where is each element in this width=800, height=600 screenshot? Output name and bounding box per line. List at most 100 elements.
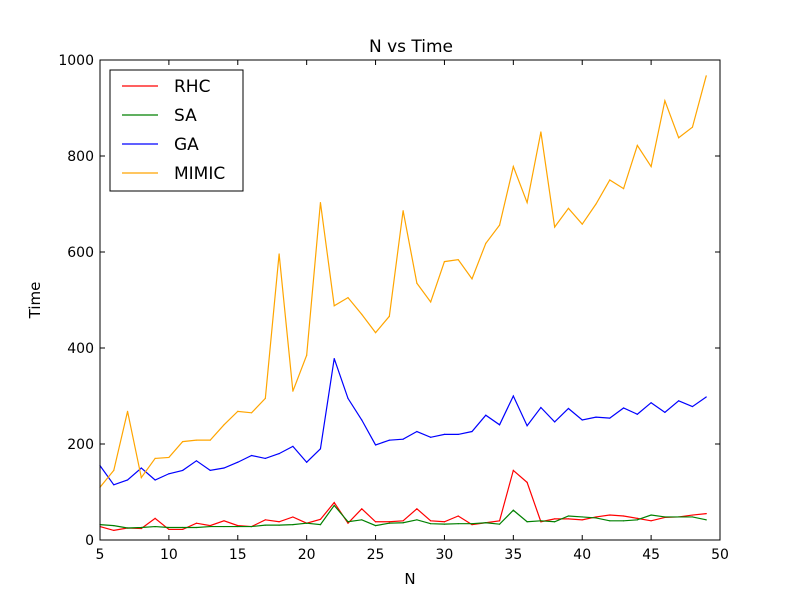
data-point-rhc <box>140 527 142 530</box>
data-point-ga <box>498 424 501 426</box>
y-tick-label: 0 <box>85 533 94 549</box>
data-point-rhc <box>374 521 377 523</box>
data-point-ga <box>567 407 570 410</box>
data-point-sa <box>609 520 611 522</box>
plot-frame <box>99 59 721 541</box>
x-tick-label: 35 <box>504 547 522 563</box>
data-point-mimic <box>361 313 363 315</box>
data-point-sa <box>402 522 404 524</box>
data-point-ga <box>292 445 294 447</box>
data-point-rhc <box>457 515 459 517</box>
data-point-ga <box>306 461 308 463</box>
data-point-ga <box>485 414 487 416</box>
data-point-mimic <box>278 253 280 255</box>
data-point-rhc <box>113 529 115 532</box>
data-point-sa <box>209 525 211 528</box>
data-point-mimic <box>540 131 542 133</box>
data-point-ga <box>526 425 528 427</box>
data-point-sa <box>292 524 294 526</box>
data-point-rhc <box>443 521 446 523</box>
y-tick-label: 800 <box>67 149 94 165</box>
data-point-mimic <box>195 439 198 441</box>
data-point-sa <box>319 524 322 526</box>
data-point-rhc <box>388 521 390 523</box>
data-point-sa <box>678 516 680 518</box>
x-tick-label: 15 <box>229 547 247 563</box>
data-point-sa <box>540 520 542 522</box>
data-point-mimic <box>237 410 239 412</box>
data-point-mimic <box>113 469 115 471</box>
data-point-sa <box>430 523 432 525</box>
data-point-sa <box>237 525 239 528</box>
x-tick-label: 30 <box>436 547 454 563</box>
data-point-mimic <box>416 282 418 284</box>
data-point-mimic <box>347 297 349 299</box>
data-point-rhc <box>581 519 583 521</box>
data-point-rhc <box>691 514 694 516</box>
data-point-sa <box>388 522 390 524</box>
data-point-mimic <box>526 201 528 204</box>
data-point-mimic <box>512 165 514 168</box>
data-point-mimic <box>223 424 225 426</box>
data-point-ga <box>609 417 611 419</box>
data-point-rhc <box>264 519 266 521</box>
data-point-rhc <box>526 481 528 483</box>
data-point-rhc <box>292 516 294 518</box>
data-point-ga <box>457 433 459 435</box>
data-point-rhc <box>347 522 349 524</box>
y-tick-label: 400 <box>67 341 94 357</box>
data-point-mimic <box>636 144 638 147</box>
data-point-sa <box>498 523 501 525</box>
chart-title: N vs Time <box>369 37 453 57</box>
data-point-ga <box>347 397 349 399</box>
data-point-sa <box>126 527 129 529</box>
data-point-ga <box>416 430 418 433</box>
x-tick-label: 50 <box>711 547 729 563</box>
data-point-ga <box>113 484 115 486</box>
data-point-ga <box>691 405 694 408</box>
data-point-mimic <box>554 226 556 228</box>
data-point-ga <box>361 419 363 421</box>
data-point-sa <box>705 519 707 521</box>
data-point-sa <box>223 525 225 528</box>
data-point-mimic <box>485 242 487 244</box>
data-point-rhc <box>498 520 501 522</box>
data-point-rhc <box>209 525 211 527</box>
data-point-mimic <box>402 210 404 212</box>
data-point-sa <box>526 521 528 523</box>
data-point-rhc <box>154 517 156 520</box>
data-point-mimic <box>292 390 294 392</box>
data-point-mimic <box>622 188 625 190</box>
data-point-rhc <box>195 522 198 524</box>
legend-box <box>109 69 244 192</box>
data-point-rhc <box>402 520 404 522</box>
data-point-rhc <box>223 520 225 522</box>
data-point-sa <box>347 521 349 523</box>
series-layer <box>99 75 707 532</box>
data-point-rhc <box>705 513 707 515</box>
data-point-ga <box>182 469 184 471</box>
data-point-ga <box>636 413 638 415</box>
data-point-ga <box>443 433 446 435</box>
data-point-mimic <box>182 441 184 443</box>
data-point-mimic <box>678 137 680 139</box>
data-point-sa <box>567 515 570 517</box>
data-point-sa <box>182 526 184 529</box>
data-point-mimic <box>457 259 459 261</box>
data-point-sa <box>512 509 514 511</box>
data-point-ga <box>678 400 680 402</box>
data-point-mimic <box>388 315 390 317</box>
x-tick-label: 10 <box>160 547 178 563</box>
x-tick-label: 25 <box>367 547 385 563</box>
data-point-sa <box>250 525 253 528</box>
data-point-mimic <box>609 179 611 181</box>
data-point-ga <box>540 406 542 409</box>
data-point-sa <box>457 523 459 525</box>
data-point-mimic <box>126 410 129 412</box>
data-point-rhc <box>622 515 625 517</box>
data-point-ga <box>512 395 514 397</box>
data-point-rhc <box>540 521 542 523</box>
data-point-ga <box>705 396 707 398</box>
data-point-mimic <box>581 223 583 225</box>
data-point-sa <box>168 526 170 529</box>
